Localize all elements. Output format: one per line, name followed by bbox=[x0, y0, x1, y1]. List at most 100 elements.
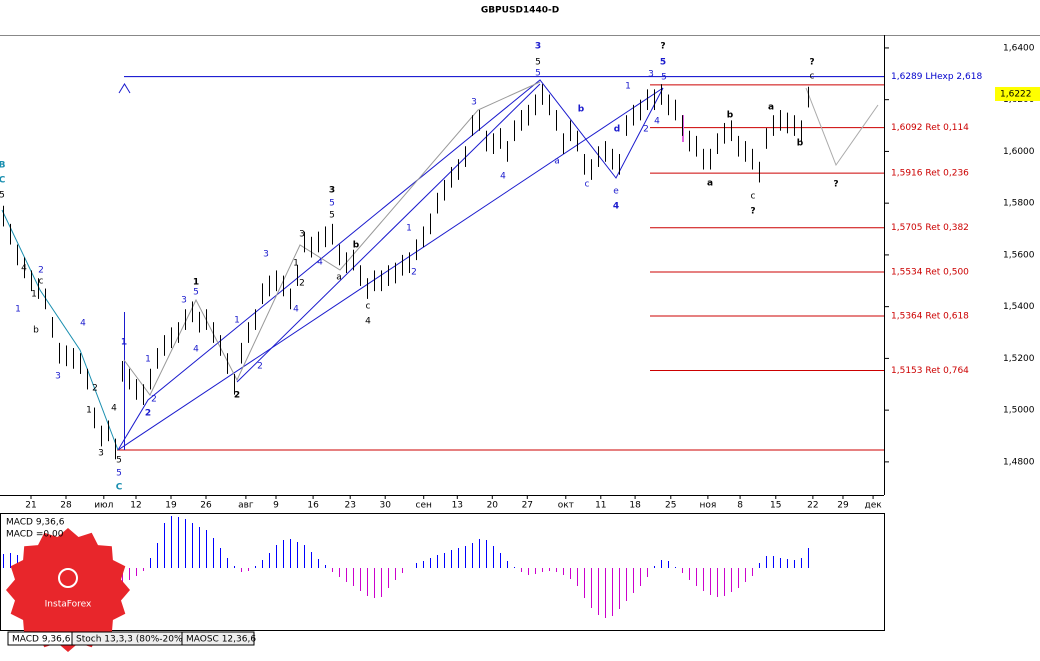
level-label: 1,6092 Ret 0,114 bbox=[891, 123, 969, 133]
wave-label: c bbox=[585, 180, 590, 190]
wave-label: 4 bbox=[613, 202, 619, 212]
wave-label: 4 bbox=[111, 404, 117, 414]
wave-label: 1 bbox=[31, 290, 37, 300]
wave-labels: 355?53 5142dbace434123554bac4312431221534… bbox=[0, 42, 839, 493]
wave-label: 4 bbox=[80, 319, 86, 329]
channel-line bbox=[236, 83, 541, 383]
x-tick-label: июл bbox=[94, 501, 113, 511]
wave-label: b bbox=[797, 139, 804, 149]
wave-label: 4 bbox=[317, 258, 323, 268]
x-tick-label: 25 bbox=[665, 501, 676, 511]
y-tick-label: 1,5000 bbox=[1003, 406, 1035, 416]
wave-label: 1 bbox=[193, 278, 199, 288]
wave-label: 4 bbox=[365, 317, 371, 327]
level-label: 1,6289 LHexp 2,618 bbox=[891, 72, 982, 82]
y-tick-label: 1,5400 bbox=[1003, 302, 1035, 312]
wave-label: 1 bbox=[406, 224, 412, 234]
wave-label: 5 bbox=[329, 211, 335, 221]
wave-label: C bbox=[116, 483, 123, 493]
x-tick-label: 15 bbox=[770, 501, 781, 511]
wave-label: 5 bbox=[0, 191, 5, 201]
arrow-head bbox=[118, 83, 131, 94]
wave-label: 5 bbox=[660, 58, 666, 68]
x-tick-label: 30 bbox=[379, 501, 391, 511]
wave-label: 1 bbox=[145, 355, 151, 365]
wave-label: 1 bbox=[234, 316, 240, 326]
wave-label: 2 bbox=[92, 384, 98, 394]
x-tick-label: 27 bbox=[522, 501, 533, 511]
x-tick-label: ноя bbox=[699, 501, 716, 511]
wave-label: 1 bbox=[15, 305, 21, 315]
tab-label[interactable]: MACD 9,36,6 bbox=[12, 635, 71, 645]
y-tick-label: 1,6000 bbox=[1003, 147, 1035, 157]
wave-label: 2 bbox=[299, 279, 305, 289]
logo-badge bbox=[6, 528, 130, 652]
wave-label: e bbox=[613, 187, 619, 197]
level-label: 1,5916 Ret 0,236 bbox=[891, 169, 969, 179]
wave-label: 5 bbox=[661, 73, 667, 83]
x-tick-label: 19 bbox=[165, 501, 177, 511]
levels: 1,6289 LHexp 2,618 1,6092 Ret 0,114 1,5916… bbox=[117, 72, 982, 451]
wave-label: 2 bbox=[411, 268, 417, 278]
x-tick-label: 29 bbox=[837, 501, 849, 511]
indicator-frame bbox=[0, 513, 885, 631]
wave-label: 5 bbox=[535, 69, 541, 79]
wave-line bbox=[117, 79, 664, 451]
wave-label: c bbox=[366, 302, 371, 312]
x-tick-label: сен bbox=[416, 501, 432, 511]
wave-label: 2 bbox=[643, 125, 649, 135]
wave-label: ? bbox=[660, 42, 665, 52]
wave-label: c bbox=[810, 72, 815, 82]
x-tick-label: 20 bbox=[487, 501, 499, 511]
x-tick-label: 21 bbox=[25, 501, 36, 511]
wave-label: 4 bbox=[193, 345, 199, 355]
wave-label: 4 bbox=[500, 172, 506, 182]
x-tick-label: 8 bbox=[737, 501, 743, 511]
x-tick-label: 18 bbox=[629, 501, 641, 511]
wave-label: 3 bbox=[648, 70, 654, 80]
x-tick-label: 13 bbox=[452, 501, 463, 511]
wave-label: c bbox=[39, 277, 44, 287]
wave-label: 2 bbox=[151, 395, 157, 405]
level-label: 1,5534 Ret 0,500 bbox=[891, 267, 969, 277]
wave-label: 5 bbox=[535, 58, 541, 68]
wave-label: b bbox=[33, 326, 39, 336]
wave-label: B bbox=[0, 161, 6, 171]
current-price-label: 1,6222 bbox=[1000, 89, 1032, 99]
x-tick-label: 26 bbox=[200, 501, 212, 511]
logo-text: InstaForex bbox=[45, 600, 92, 610]
wave-lines bbox=[1, 79, 879, 451]
wave-label: 4 bbox=[293, 305, 299, 315]
y-tick-label: 1,5800 bbox=[1003, 199, 1035, 209]
wave-label: 3 bbox=[471, 98, 477, 108]
level-label: 1,5364 Ret 0,618 bbox=[891, 311, 969, 321]
wave-label: 5 bbox=[193, 288, 199, 298]
tab[interactable] bbox=[181, 631, 255, 646]
wave-label: 3 bbox=[55, 372, 61, 382]
wave-label: 3 bbox=[329, 186, 335, 196]
wave-line bbox=[1, 209, 119, 451]
wave-label: ? bbox=[833, 180, 838, 190]
wave-label: a bbox=[336, 273, 342, 283]
x-tick-label: окт bbox=[558, 501, 574, 511]
wave-label: 4 bbox=[654, 117, 660, 127]
tab-label[interactable]: MAOSC 12,36,6 bbox=[186, 635, 256, 645]
tab-label[interactable]: Stoch 13,3,3 (80%-20%) bbox=[76, 635, 186, 645]
wave-label: C bbox=[0, 176, 6, 186]
wave-label: a bbox=[707, 179, 713, 189]
wave-label: 2 bbox=[38, 266, 44, 276]
wave-label: b bbox=[727, 111, 734, 121]
x-tick-label: 9 bbox=[273, 501, 279, 511]
wave-label: 5 bbox=[116, 456, 122, 466]
logo: InstaForex bbox=[6, 528, 130, 652]
wave-label: 2 bbox=[234, 391, 240, 401]
x-tick-label: 11 bbox=[595, 501, 606, 511]
projection-line bbox=[805, 87, 879, 167]
y-tick-label: 1,6400 bbox=[1003, 43, 1035, 53]
x-tick-label: 23 bbox=[344, 501, 355, 511]
wave-label: 3 bbox=[263, 250, 269, 260]
x-tick-label: дек bbox=[864, 501, 882, 511]
wave-label: 3 bbox=[299, 230, 305, 240]
wave-label: 3 bbox=[535, 42, 541, 52]
